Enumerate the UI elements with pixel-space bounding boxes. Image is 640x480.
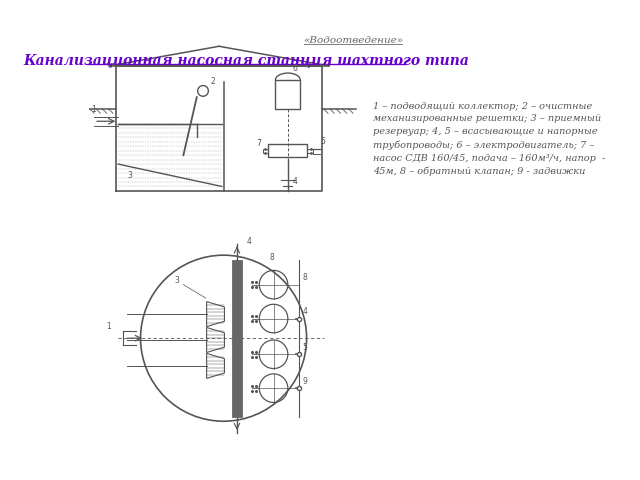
Bar xyxy=(307,149,313,153)
Text: 3: 3 xyxy=(175,276,179,285)
Text: 4: 4 xyxy=(302,307,307,316)
Text: 3: 3 xyxy=(127,170,132,180)
Text: 7: 7 xyxy=(257,139,262,148)
Text: «Водоотведение»: «Водоотведение» xyxy=(303,36,403,46)
Text: 1 – подводящий коллектор; 2 – очистные
механизированные решетки; 3 – приемный
ре: 1 – подводящий коллектор; 2 – очистные м… xyxy=(372,102,605,177)
Bar xyxy=(275,80,300,109)
Text: 4: 4 xyxy=(292,177,297,186)
Bar xyxy=(232,260,243,417)
Text: 1: 1 xyxy=(92,105,96,114)
Text: 8: 8 xyxy=(269,252,274,262)
Bar xyxy=(263,149,268,153)
Text: 5: 5 xyxy=(320,137,325,146)
Text: 1: 1 xyxy=(107,322,111,331)
Text: 5: 5 xyxy=(302,343,307,352)
Text: 2: 2 xyxy=(210,77,215,86)
Text: 9: 9 xyxy=(302,377,307,386)
Text: 4: 4 xyxy=(247,238,252,246)
Bar xyxy=(268,144,307,157)
Text: 8: 8 xyxy=(302,273,307,282)
Text: 6: 6 xyxy=(292,64,297,73)
Text: Канализационная насосная станция шахтного типа: Канализационная насосная станция шахтног… xyxy=(23,54,469,69)
